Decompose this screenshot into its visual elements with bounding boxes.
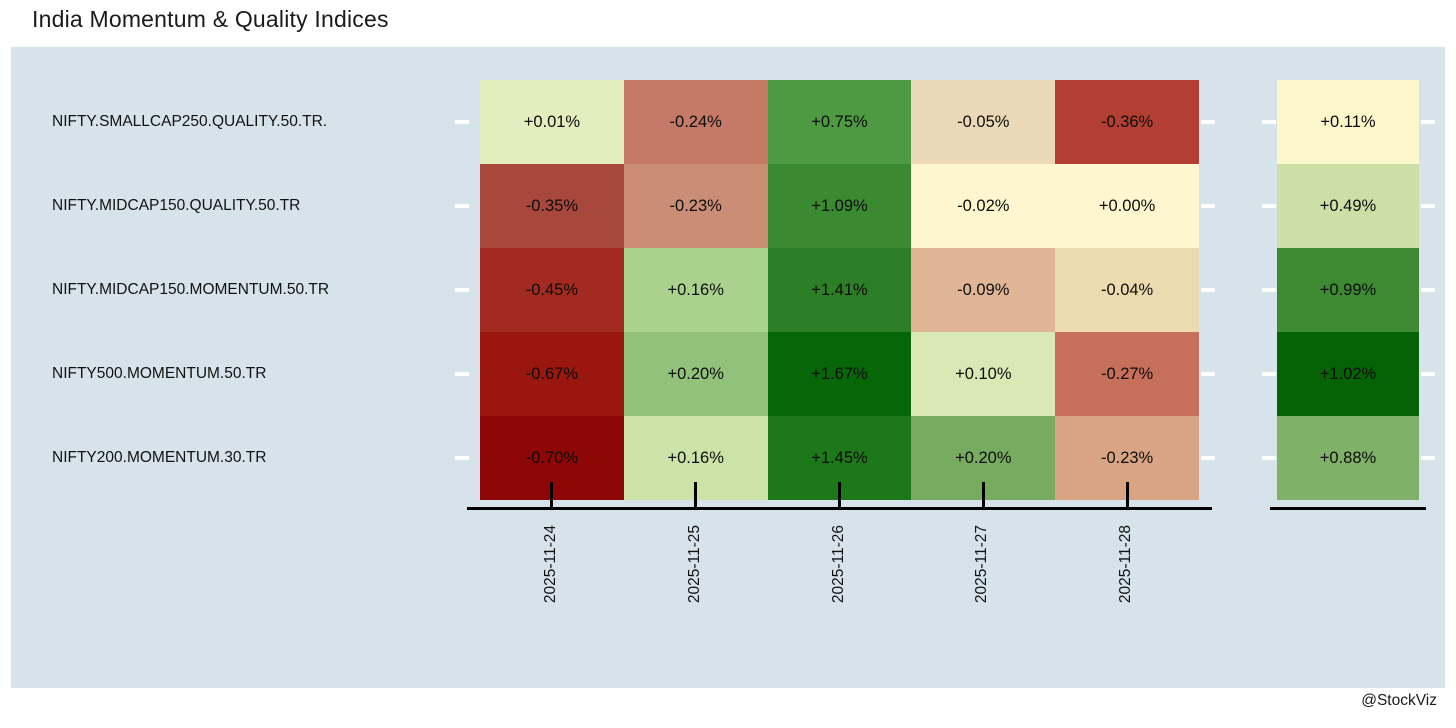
heatmap-grid: +0.01% -0.24% +0.75% -0.05% -0.36% -0.35% -0.2… bbox=[480, 80, 1199, 500]
summary-cell: +0.49% bbox=[1277, 164, 1419, 248]
heatmap-cell: +0.01% bbox=[480, 80, 624, 164]
heatmap-cell: -0.09% bbox=[911, 248, 1056, 332]
heatmap-cell: -0.23% bbox=[623, 164, 768, 248]
heatmap-cell: -0.35% bbox=[480, 164, 624, 248]
row-tick-mark bbox=[1201, 288, 1215, 292]
x-axis-tick-mark bbox=[550, 482, 554, 509]
heatmap-cell: -0.45% bbox=[480, 248, 624, 332]
row-label: NIFTY.SMALLCAP250.QUALITY.50.TR. bbox=[52, 113, 328, 130]
heatmap-cell: -0.24% bbox=[623, 80, 768, 164]
row-tick-mark bbox=[1262, 456, 1276, 460]
heatmap-cell: +0.20% bbox=[623, 332, 768, 416]
summary-cell: +0.88% bbox=[1277, 416, 1419, 500]
summary-cell: +1.02% bbox=[1277, 332, 1419, 416]
row-tick-mark bbox=[1421, 288, 1435, 292]
row-tick-mark bbox=[1262, 288, 1276, 292]
x-axis-line-summary bbox=[1270, 507, 1426, 510]
heatmap-cell: -0.04% bbox=[1055, 248, 1199, 332]
heatmap-cell: +0.16% bbox=[623, 248, 768, 332]
chart-title: India Momentum & Quality Indices bbox=[32, 6, 389, 32]
x-axis-tick-mark bbox=[1125, 482, 1129, 509]
x-axis-tick-mark bbox=[694, 482, 698, 509]
heatmap-cell: -0.02% bbox=[911, 164, 1056, 248]
heatmap-cell: -0.27% bbox=[1055, 332, 1199, 416]
x-axis-tick-mark bbox=[981, 482, 985, 509]
row-tick-mark bbox=[455, 372, 469, 376]
heatmap-cell: -0.67% bbox=[480, 332, 624, 416]
row-tick-mark bbox=[1421, 204, 1435, 208]
heatmap-cell: +1.41% bbox=[767, 248, 912, 332]
row-tick-mark bbox=[455, 120, 469, 124]
heatmap-cell: +0.10% bbox=[911, 332, 1056, 416]
row-tick-mark bbox=[1421, 372, 1435, 376]
row-tick-mark bbox=[1201, 456, 1215, 460]
row-label: NIFTY.MIDCAP150.QUALITY.50.TR bbox=[52, 197, 301, 214]
x-axis-label: 2025-11-28 bbox=[1117, 525, 1135, 604]
row-tick-mark bbox=[1201, 120, 1215, 124]
heatmap-cell: -0.36% bbox=[1055, 80, 1199, 164]
summary-cell: +0.11% bbox=[1277, 80, 1419, 164]
summary-column: +0.11% +0.49% +0.99% +1.02% +0.88% bbox=[1277, 80, 1419, 500]
x-axis-label: 2025-11-26 bbox=[829, 525, 847, 604]
plot-area: NIFTY.SMALLCAP250.QUALITY.50.TR. NIFTY.MI… bbox=[11, 47, 1445, 688]
heatmap-cell: -0.05% bbox=[911, 80, 1056, 164]
x-axis-line-main bbox=[467, 507, 1212, 510]
row-tick-mark bbox=[1201, 204, 1215, 208]
heatmap-cell: +1.09% bbox=[767, 164, 912, 248]
x-axis-tick-mark bbox=[838, 482, 841, 509]
row-tick-mark bbox=[1421, 120, 1435, 124]
watermark: @StockViz bbox=[1361, 692, 1437, 709]
row-tick-mark bbox=[455, 204, 469, 208]
x-axis-label: 2025-11-25 bbox=[685, 525, 703, 604]
row-tick-mark bbox=[1262, 204, 1276, 208]
row-label: NIFTY500.MOMENTUM.50.TR bbox=[52, 365, 267, 382]
heatmap-cell: +0.75% bbox=[767, 80, 912, 164]
summary-cell: +0.99% bbox=[1277, 248, 1419, 332]
row-tick-mark bbox=[1262, 120, 1276, 124]
row-tick-mark bbox=[1262, 372, 1276, 376]
row-label: NIFTY200.MOMENTUM.30.TR bbox=[52, 449, 267, 466]
heatmap-cell: +0.00% bbox=[1055, 164, 1199, 248]
row-tick-mark bbox=[1421, 456, 1435, 460]
x-axis-label: 2025-11-24 bbox=[541, 525, 559, 604]
heatmap-cell: +1.67% bbox=[767, 332, 912, 416]
row-label: NIFTY.MIDCAP150.MOMENTUM.50.TR bbox=[52, 281, 330, 298]
row-tick-mark bbox=[455, 456, 469, 460]
row-tick-mark bbox=[455, 288, 469, 292]
row-tick-mark bbox=[1201, 372, 1215, 376]
x-axis-label: 2025-11-27 bbox=[973, 525, 991, 604]
